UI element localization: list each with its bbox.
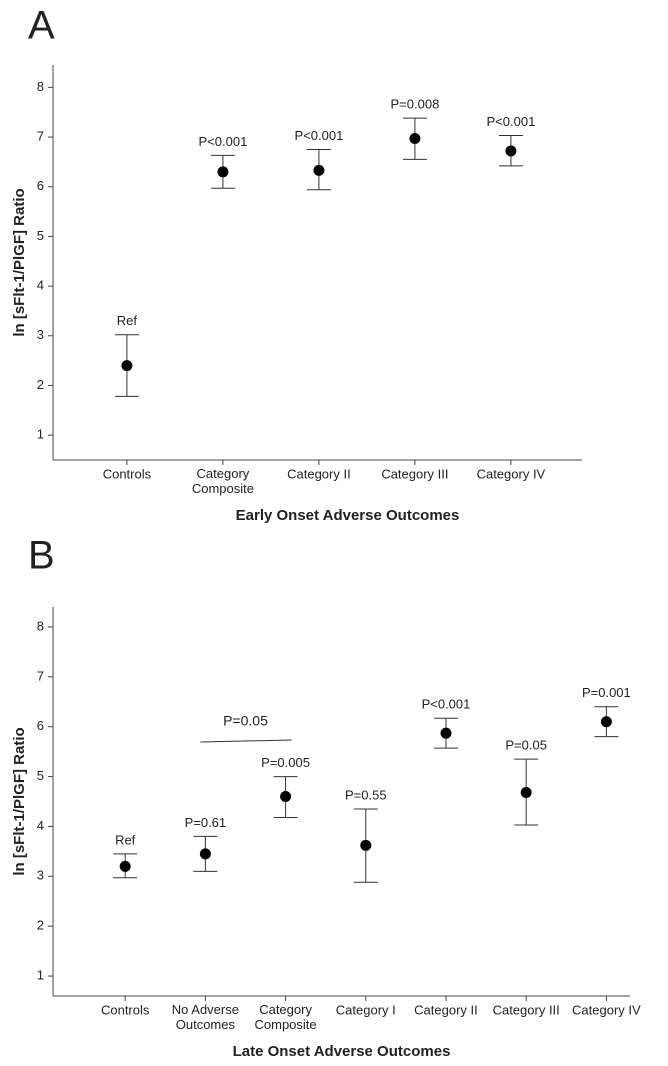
y-tick-label: 5 [37, 768, 44, 783]
x-tick-label: Category II [414, 1002, 478, 1017]
point [520, 787, 532, 799]
bracket-line [200, 739, 292, 743]
point [409, 133, 421, 145]
y-tick-label: 1 [37, 427, 44, 442]
y-tick-label: 8 [37, 618, 44, 633]
y-tick-label: 3 [37, 868, 44, 883]
point [360, 839, 372, 851]
p-value-label: P<0.001 [487, 114, 536, 129]
point [600, 716, 612, 728]
y-tick-label: 2 [37, 918, 44, 933]
x-tick-label: Controls [103, 466, 152, 481]
y-tick-label: 7 [37, 128, 44, 143]
x-tick-label: Controls [101, 1002, 150, 1017]
y-tick-label: 6 [37, 178, 44, 193]
x-axis-title: Early Onset Adverse Outcomes [236, 507, 460, 524]
x-tick-label: Category Composite [255, 1002, 317, 1032]
point [119, 860, 131, 872]
x-tick-label: Category III [381, 466, 448, 481]
point [199, 848, 211, 860]
y-tick-label: 8 [37, 79, 44, 94]
y-tick-label: 4 [37, 818, 44, 833]
x-tick-label: Category IV [477, 466, 546, 481]
p-value-label: P=0.05 [505, 738, 547, 753]
point [505, 145, 517, 157]
y-tick-label: 1 [37, 967, 44, 982]
y-axis-title: ln [sFlt-1/PlGF] Ratio [11, 188, 28, 336]
x-tick-label: Category IV [572, 1002, 641, 1017]
point [121, 360, 133, 372]
p-value-label: P=0.005 [261, 755, 310, 770]
x-tick-label: Category III [493, 1002, 560, 1017]
y-tick-label: 7 [37, 668, 44, 683]
y-tick-label: 4 [37, 278, 44, 293]
p-value-label: P=0.61 [185, 815, 227, 830]
p-value-label: P=0.001 [582, 685, 631, 700]
point [440, 727, 452, 739]
p-value-label: P<0.001 [422, 697, 471, 712]
x-tick-label: Category Composite [192, 466, 254, 496]
p-value-label: P=0.55 [345, 787, 387, 802]
y-axis-title: ln [sFlt-1/PlGF] Ratio [11, 727, 28, 875]
p-value-label: P<0.001 [295, 128, 344, 143]
panel-label: B [28, 534, 55, 578]
x-tick-label: Category II [287, 466, 351, 481]
x-tick-label: No Adverse Outcomes [172, 1002, 239, 1032]
panel-label: A [28, 4, 55, 48]
point [313, 164, 325, 176]
y-tick-label: 6 [37, 718, 44, 733]
y-tick-label: 5 [37, 228, 44, 243]
p-value-label: Ref [117, 313, 138, 328]
bracket-label: P=0.05 [223, 713, 268, 729]
p-value-label: P<0.001 [199, 134, 248, 149]
p-value-label: P=0.008 [391, 97, 440, 112]
x-tick-label: Category I [336, 1002, 396, 1017]
y-tick-label: 2 [37, 377, 44, 392]
point [280, 791, 292, 803]
x-axis-title: Late Onset Adverse Outcomes [233, 1043, 451, 1060]
point [217, 166, 229, 178]
y-tick-label: 3 [37, 327, 44, 342]
p-value-label: Ref [115, 832, 136, 847]
